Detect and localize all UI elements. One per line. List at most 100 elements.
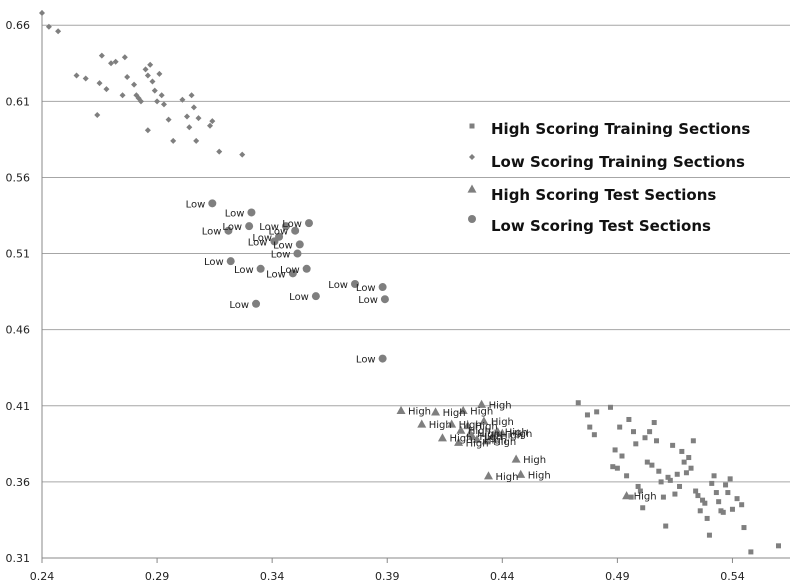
diamond-point — [188, 92, 195, 99]
data-label: Low — [358, 295, 378, 306]
diamond-point — [209, 118, 216, 125]
diamond-point — [144, 127, 151, 134]
diamond-point — [186, 124, 193, 131]
data-label: Low — [186, 199, 206, 210]
diamond-point — [73, 72, 80, 79]
circle-point — [275, 232, 284, 241]
x-tick-label: 0.54 — [720, 570, 745, 583]
legend-entry-label: High Scoring Training Sections — [491, 120, 750, 138]
diamond-point — [98, 52, 105, 59]
data-label: Low — [225, 208, 245, 219]
diamond-point — [207, 122, 214, 129]
circle-point — [252, 299, 261, 308]
triangle-point — [447, 419, 457, 428]
square-point — [716, 499, 722, 505]
square-point — [635, 483, 641, 489]
data-label: Low — [204, 257, 224, 268]
y-tick-label: 0.66 — [6, 19, 31, 32]
data-label: High — [491, 417, 514, 428]
data-label: High — [475, 422, 498, 433]
diamond-point — [103, 86, 110, 93]
circle-point — [247, 208, 256, 217]
y-tick-label: 0.51 — [6, 248, 31, 261]
triangle-point — [454, 437, 464, 446]
square-point — [642, 435, 648, 441]
legend: High Scoring Training Sections Low Scorin… — [467, 120, 750, 235]
square-point — [628, 494, 634, 500]
square-point — [748, 549, 754, 555]
y-tick-label: 0.56 — [6, 171, 31, 184]
diamond-point — [147, 61, 154, 68]
triangle-point — [437, 433, 447, 442]
square-point — [695, 493, 701, 499]
triangle-point — [488, 430, 498, 439]
square-point — [686, 455, 692, 461]
square-point — [739, 502, 745, 508]
triangle-point — [458, 405, 468, 414]
circle-point — [295, 240, 304, 249]
diamond-point — [165, 116, 172, 123]
data-label: High — [523, 455, 546, 466]
square-point — [610, 464, 616, 470]
diamond-point — [108, 60, 115, 67]
square-point — [619, 453, 625, 459]
data-label: Low — [234, 265, 254, 276]
circle-point — [293, 249, 302, 258]
triangle-point — [417, 419, 427, 428]
square-point — [674, 471, 680, 477]
data-label: High — [443, 408, 466, 419]
triangle-point — [511, 454, 521, 463]
triangle-point — [481, 436, 491, 445]
data-label: High — [528, 470, 551, 481]
data-label: High — [489, 400, 512, 411]
data-label: High — [634, 492, 657, 503]
triangle-point — [431, 407, 441, 416]
data-label: Low — [356, 355, 376, 366]
x-tick-label: 0.24 — [30, 570, 55, 583]
data-label: Low — [356, 283, 376, 294]
diamond-point — [45, 23, 52, 30]
axes — [41, 10, 790, 559]
data-label: Low — [280, 265, 300, 276]
circle-point — [380, 295, 389, 304]
square-point — [656, 468, 662, 474]
square-point — [704, 515, 710, 521]
data-label: High — [477, 429, 500, 440]
diamond-point — [156, 70, 163, 77]
circle-point — [351, 280, 360, 288]
square-point — [688, 465, 694, 471]
data-label: High — [459, 420, 482, 431]
y-tick-label: 0.41 — [6, 400, 31, 413]
square-point — [679, 448, 685, 454]
data-label: High — [479, 432, 502, 443]
circle-point — [378, 354, 387, 363]
data-label: Low — [248, 237, 268, 248]
data-labels: HighHighHighHighHighHighHighHighHighHigh… — [186, 199, 657, 502]
diamond-point — [144, 72, 151, 79]
y-tick-label: 0.31 — [6, 552, 31, 565]
data-label: High — [470, 406, 493, 417]
circle-point — [291, 226, 300, 235]
square-point — [690, 438, 696, 444]
circle-point — [224, 226, 233, 235]
diamond-point — [190, 104, 197, 111]
square-point — [663, 523, 669, 529]
data-label: Low — [271, 250, 291, 261]
data-label: High — [429, 420, 452, 431]
diamond-point — [124, 73, 131, 80]
diamond-point — [55, 28, 62, 35]
diamond-point — [119, 92, 126, 99]
diamond-point — [195, 115, 202, 122]
y-tick-label: 0.61 — [6, 95, 31, 108]
data-label: Low — [222, 222, 242, 233]
triangle-point — [456, 425, 466, 434]
triangle-point — [472, 434, 482, 443]
diamond-point — [131, 81, 138, 88]
legend-square-icon — [469, 123, 475, 129]
diamond-point — [149, 78, 156, 85]
square-point — [697, 508, 703, 514]
data-label: High — [500, 431, 523, 442]
legend-entry-label: High Scoring Test Sections — [491, 186, 716, 204]
square-point — [640, 505, 646, 511]
data-label: Low — [229, 300, 249, 311]
